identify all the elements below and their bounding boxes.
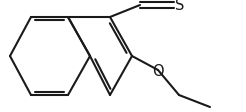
Text: S: S — [175, 0, 184, 13]
Text: O: O — [152, 63, 164, 78]
